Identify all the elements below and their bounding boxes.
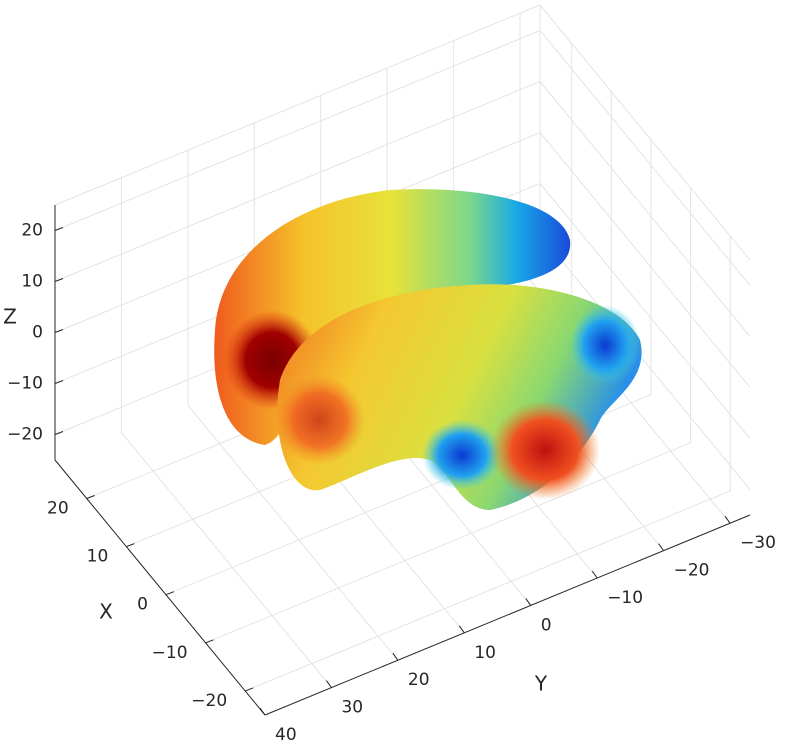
surface-hotspot (490, 400, 600, 500)
y-tick-label: −20 (674, 561, 710, 581)
surface-coldspot (422, 420, 502, 490)
y-tick (326, 680, 332, 688)
grid-line (54, 30, 541, 231)
grid-line (244, 490, 731, 692)
z-tick (54, 329, 64, 333)
z-tick (54, 431, 64, 435)
y-axis-label: Y (534, 672, 548, 696)
y-tick (658, 543, 665, 551)
y-tick-label: 40 (275, 725, 297, 745)
grid-line (539, 132, 751, 388)
z-tick-label: 10 (21, 272, 43, 292)
z-tick-label: −10 (7, 374, 43, 394)
y-tick-label: −10 (607, 588, 643, 608)
y-tick (458, 625, 465, 634)
x-axis-label: X (99, 600, 113, 624)
grid-line (205, 442, 691, 644)
z-tick (54, 380, 64, 384)
grid-line (121, 432, 332, 688)
axes: −20 −10 0 10 20 −20 −10 0 10 20 −30 −20 −10 0 10 20 30 40… (3, 205, 776, 745)
y-tick (525, 598, 532, 606)
x-axis (54, 459, 266, 716)
z-axis-label: Z (3, 305, 17, 329)
z-tick-label: −20 (7, 425, 43, 445)
surface-hotspot (275, 375, 365, 465)
box-edge (54, 4, 541, 206)
z-tick (54, 227, 64, 231)
grid-line (539, 234, 751, 490)
grid-line (187, 404, 399, 661)
x-tick-label: 0 (137, 595, 148, 615)
x-tick (245, 687, 254, 692)
y-tick-label: 30 (341, 698, 363, 718)
surface (214, 189, 642, 510)
x-tick-label: −10 (152, 643, 188, 663)
y-tick (724, 515, 731, 524)
grid-line (539, 30, 751, 286)
x-tick-label: 20 (47, 498, 69, 518)
y-tick-label: 20 (408, 670, 430, 690)
grid-line (54, 81, 541, 282)
x-tick-label: −20 (191, 691, 227, 711)
y-tick-label: 0 (541, 615, 552, 635)
y-tick (591, 570, 598, 579)
x-tick (126, 543, 135, 548)
x-tick (86, 495, 95, 499)
z-tick (54, 278, 64, 282)
y-axis (264, 514, 751, 716)
z-tick-label: 20 (21, 221, 43, 241)
y-tick (392, 652, 399, 661)
x-tick (205, 639, 214, 644)
y-tick (259, 707, 266, 716)
x-tick (165, 591, 175, 596)
z-tick-label: 0 (32, 323, 43, 343)
box-edge (539, 4, 751, 261)
y-tick-label: 10 (474, 643, 496, 663)
grid-line (539, 81, 751, 337)
x-tick-label: 10 (87, 547, 109, 567)
grid-line (539, 183, 751, 439)
surface-coldspot (570, 305, 640, 385)
y-tick-label: −30 (740, 533, 776, 553)
surface-back-lobe (214, 189, 571, 445)
